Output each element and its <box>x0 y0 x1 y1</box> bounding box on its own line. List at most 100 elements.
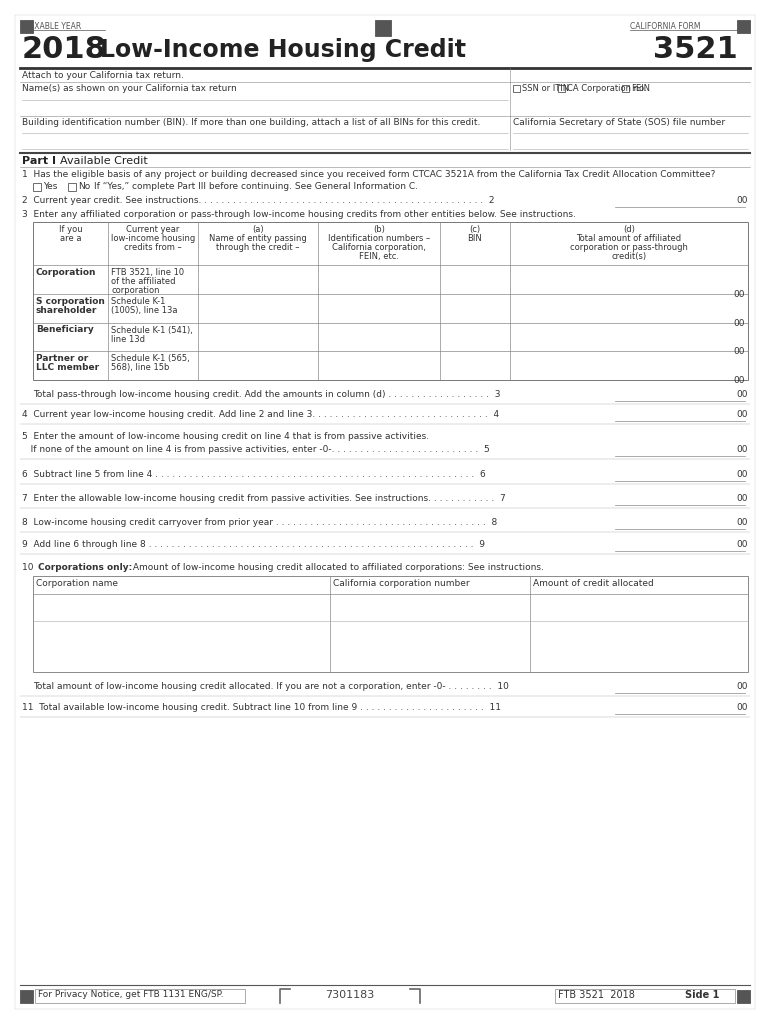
Text: FEIN: FEIN <box>631 84 650 93</box>
Text: 1  Has the eligible basis of any project or building decreased since you receive: 1 Has the eligible basis of any project … <box>22 170 715 179</box>
Text: 3  Enter any affiliated corporation or pass-through low-income housing credits f: 3 Enter any affiliated corporation or pa… <box>22 210 576 219</box>
Text: corporation: corporation <box>111 286 159 295</box>
Text: 568), line 15b: 568), line 15b <box>111 364 169 373</box>
Bar <box>33 222 748 380</box>
Text: Attach to your California tax return.: Attach to your California tax return. <box>22 71 184 80</box>
Text: FEIN, etc.: FEIN, etc. <box>359 252 399 261</box>
Text: 7301183: 7301183 <box>326 990 375 1000</box>
Text: Yes: Yes <box>43 182 58 191</box>
Text: TAXABLE YEAR: TAXABLE YEAR <box>25 22 82 31</box>
Text: LLC member: LLC member <box>36 364 99 373</box>
Text: For Privacy Notice, get FTB 1131 ENG/SP.: For Privacy Notice, get FTB 1131 ENG/SP. <box>38 990 223 999</box>
Text: If you: If you <box>59 225 82 234</box>
Text: (d): (d) <box>623 225 635 234</box>
Bar <box>737 20 750 33</box>
Text: 00: 00 <box>734 318 745 328</box>
Text: SSN or ITIN: SSN or ITIN <box>522 84 569 93</box>
Bar <box>737 990 750 1002</box>
Text: Part I: Part I <box>22 156 56 166</box>
Text: S corporation: S corporation <box>36 297 105 306</box>
Text: 00: 00 <box>736 445 748 454</box>
Text: Schedule K-1 (565,: Schedule K-1 (565, <box>111 354 189 364</box>
Text: (100S), line 13a: (100S), line 13a <box>111 306 178 314</box>
Bar <box>622 85 629 92</box>
Text: Corporation name: Corporation name <box>36 579 118 588</box>
Text: 11  Total available low-income housing credit. Subtract line 10 from line 9 . . : 11 Total available low-income housing cr… <box>22 703 501 712</box>
Bar <box>20 20 33 33</box>
Text: 00: 00 <box>736 196 748 205</box>
Text: California corporation number: California corporation number <box>333 579 470 588</box>
Text: If none of the amount on line 4 is from passive activities, enter -0-. . . . . .: If none of the amount on line 4 is from … <box>22 445 490 454</box>
Text: 00: 00 <box>736 518 748 527</box>
Text: Current year: Current year <box>126 225 179 234</box>
Text: credit(s): credit(s) <box>611 252 647 261</box>
Text: 00: 00 <box>736 470 748 479</box>
Text: 7  Enter the allowable low-income housing credit from passive activities. See in: 7 Enter the allowable low-income housing… <box>22 494 506 503</box>
Bar <box>513 85 520 92</box>
Text: CA Corporation no.: CA Corporation no. <box>567 84 647 93</box>
Text: FTB 3521, line 10: FTB 3521, line 10 <box>111 268 184 278</box>
Text: BIN: BIN <box>467 234 482 243</box>
Text: Schedule K-1 (541),: Schedule K-1 (541), <box>111 326 192 335</box>
Text: 00: 00 <box>736 540 748 549</box>
Text: 10: 10 <box>22 563 39 572</box>
Text: 00: 00 <box>734 376 745 385</box>
Text: 00: 00 <box>734 347 745 356</box>
Text: shareholder: shareholder <box>36 306 97 314</box>
Bar <box>33 575 748 672</box>
Bar <box>20 990 33 1002</box>
Text: Total pass-through low-income housing credit. Add the amounts in column (d) . . : Total pass-through low-income housing cr… <box>33 390 500 399</box>
Text: Side 1: Side 1 <box>685 990 719 1000</box>
Text: 5  Enter the amount of low-income housing credit on line 4 that is from passive : 5 Enter the amount of low-income housing… <box>22 432 429 441</box>
Bar <box>33 183 41 191</box>
Text: Amount of low-income housing credit allocated to affiliated corporations: See in: Amount of low-income housing credit allo… <box>130 563 544 572</box>
Text: Identification numbers –: Identification numbers – <box>328 234 430 243</box>
Text: No: No <box>78 182 90 191</box>
Bar <box>375 20 391 36</box>
Text: of the affiliated: of the affiliated <box>111 278 176 286</box>
Text: If “Yes,” complete Part III before continuing. See General Information C.: If “Yes,” complete Part III before conti… <box>94 182 418 191</box>
Text: Available Credit: Available Credit <box>60 156 148 166</box>
Text: 00: 00 <box>736 494 748 503</box>
Bar <box>555 989 735 1002</box>
Text: Partner or: Partner or <box>36 354 89 364</box>
Text: Building identification number (BIN). If more than one building, attach a list o: Building identification number (BIN). If… <box>22 118 480 127</box>
Text: (b): (b) <box>373 225 385 234</box>
Text: 3521: 3521 <box>653 35 738 63</box>
Bar <box>68 183 76 191</box>
Text: Name of entity passing: Name of entity passing <box>209 234 307 243</box>
Text: 2  Current year credit. See instructions. . . . . . . . . . . . . . . . . . . . : 2 Current year credit. See instructions.… <box>22 196 494 205</box>
Text: 8  Low-income housing credit carryover from prior year . . . . . . . . . . . . .: 8 Low-income housing credit carryover fr… <box>22 518 497 527</box>
Bar <box>558 85 565 92</box>
Text: line 13d: line 13d <box>111 335 145 343</box>
Text: are a: are a <box>60 234 82 243</box>
Text: 2018: 2018 <box>22 35 107 63</box>
Text: Corporations only:: Corporations only: <box>38 563 132 572</box>
Text: 4  Current year low-income housing credit. Add line 2 and line 3. . . . . . . . : 4 Current year low-income housing credit… <box>22 410 499 419</box>
Text: 00: 00 <box>734 290 745 299</box>
Text: through the credit –: through the credit – <box>216 243 300 252</box>
Text: corporation or pass-through: corporation or pass-through <box>570 243 688 252</box>
Text: CALIFORNIA FORM: CALIFORNIA FORM <box>630 22 701 31</box>
Text: 00: 00 <box>736 390 748 399</box>
Text: Low-Income Housing Credit: Low-Income Housing Credit <box>100 38 466 62</box>
Text: FTB 3521  2018: FTB 3521 2018 <box>558 990 635 1000</box>
Text: Total amount of affiliated: Total amount of affiliated <box>577 234 681 243</box>
Text: Name(s) as shown on your California tax return: Name(s) as shown on your California tax … <box>22 84 236 93</box>
Text: 00: 00 <box>736 682 748 691</box>
Text: California Secretary of State (SOS) file number: California Secretary of State (SOS) file… <box>513 118 725 127</box>
Bar <box>35 989 245 1002</box>
Text: 6  Subtract line 5 from line 4 . . . . . . . . . . . . . . . . . . . . . . . . .: 6 Subtract line 5 from line 4 . . . . . … <box>22 470 486 479</box>
Text: Corporation: Corporation <box>36 268 96 278</box>
Text: Beneficiary: Beneficiary <box>36 326 94 335</box>
Text: Schedule K-1: Schedule K-1 <box>111 297 166 306</box>
Text: California corporation,: California corporation, <box>332 243 426 252</box>
Text: 00: 00 <box>736 410 748 419</box>
Text: low-income housing: low-income housing <box>111 234 195 243</box>
Text: Amount of credit allocated: Amount of credit allocated <box>533 579 654 588</box>
Text: 00: 00 <box>736 703 748 712</box>
Text: (c): (c) <box>470 225 480 234</box>
Text: (a): (a) <box>253 225 264 234</box>
Text: Total amount of low-income housing credit allocated. If you are not a corporatio: Total amount of low-income housing credi… <box>33 682 509 691</box>
Text: 9  Add line 6 through line 8 . . . . . . . . . . . . . . . . . . . . . . . . . .: 9 Add line 6 through line 8 . . . . . . … <box>22 540 485 549</box>
